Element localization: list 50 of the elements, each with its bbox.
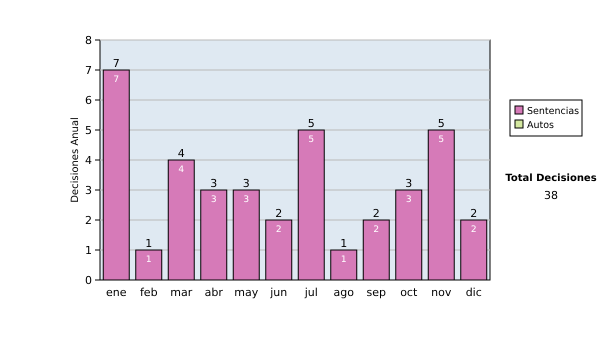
data-label: 1 bbox=[146, 255, 152, 265]
y-tick-label: 8 bbox=[85, 34, 92, 47]
y-tick-label: 5 bbox=[85, 124, 92, 137]
x-tick-label: jul bbox=[304, 286, 318, 299]
y-tick-label: 1 bbox=[85, 244, 92, 257]
total-label: 1 bbox=[145, 237, 152, 250]
total-label: 3 bbox=[242, 177, 250, 190]
total-label: 2 bbox=[275, 207, 282, 220]
data-label: 5 bbox=[308, 135, 314, 145]
data-label: 7 bbox=[113, 75, 120, 85]
legend-label: Autos bbox=[527, 120, 554, 131]
data-label: 4 bbox=[178, 165, 184, 175]
data-label: 5 bbox=[438, 135, 444, 145]
total-label: 3 bbox=[405, 177, 412, 190]
x-tick-label: jun bbox=[269, 286, 288, 299]
data-label: 3 bbox=[210, 195, 217, 205]
total-label: 3 bbox=[210, 177, 218, 190]
x-tick-label: dic bbox=[466, 286, 482, 299]
data-label: 2 bbox=[470, 225, 477, 235]
total-label: 2 bbox=[372, 207, 380, 220]
y-tick-label: 0 bbox=[85, 274, 92, 287]
data-label: 3 bbox=[406, 195, 412, 205]
y-tick-label: 2 bbox=[85, 214, 92, 227]
total-label: 5 bbox=[308, 117, 315, 130]
total-label: 7 bbox=[112, 57, 120, 70]
x-tick-label: abr bbox=[204, 286, 224, 299]
legend-label: Sentencias bbox=[527, 106, 580, 117]
total-label: 4 bbox=[178, 147, 185, 160]
total-label: 2 bbox=[470, 207, 478, 220]
data-label: 2 bbox=[373, 225, 380, 235]
y-tick-label: 6 bbox=[85, 94, 92, 107]
x-tick-label: sep bbox=[366, 286, 386, 299]
data-label: 2 bbox=[276, 225, 282, 235]
y-tick-label: 4 bbox=[85, 154, 92, 167]
x-tick-label: oct bbox=[400, 286, 418, 299]
y-axis-title: Decisiones Anual bbox=[70, 117, 81, 203]
x-tick-label: nov bbox=[431, 286, 452, 299]
x-tick-label: feb bbox=[140, 286, 158, 299]
data-label: 1 bbox=[340, 255, 347, 265]
x-tick-label: ene bbox=[106, 286, 127, 299]
data-label: 3 bbox=[243, 195, 250, 205]
x-tick-label: ago bbox=[334, 286, 354, 299]
text: Total Decisiones bbox=[505, 173, 597, 184]
y-tick-label: 3 bbox=[85, 184, 92, 197]
total-label: 5 bbox=[438, 117, 445, 130]
text: 38 bbox=[544, 189, 558, 202]
total-label: 1 bbox=[340, 237, 348, 250]
x-tick-label: may bbox=[234, 286, 259, 299]
y-tick-label: 7 bbox=[85, 64, 92, 77]
x-tick-label: mar bbox=[170, 286, 193, 299]
